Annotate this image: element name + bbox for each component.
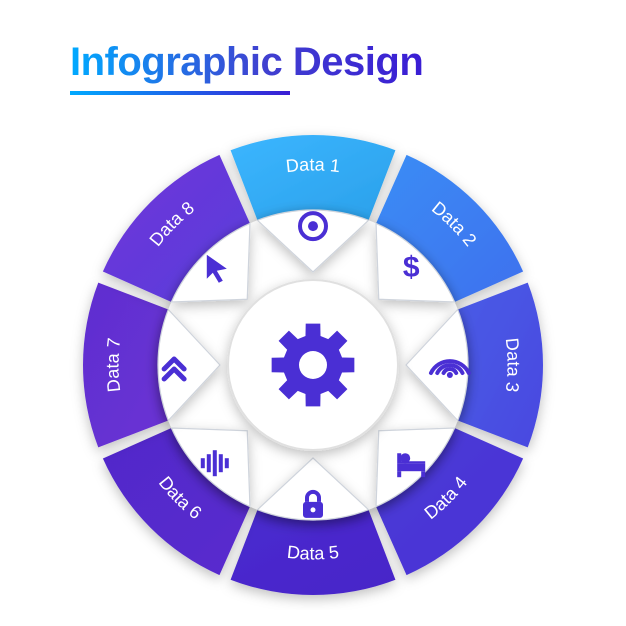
page-title: Infographic Design [70,40,423,85]
title-block: Infographic Design [70,40,423,95]
title-underline [70,91,290,95]
infographic-wheel: $Data 1Data 2Data 3Data 4Data 5Data 6Dat… [68,120,558,610]
dollar-icon: $ [403,251,420,284]
svg-text:$: $ [403,251,420,284]
segment-1 [231,135,396,220]
gear-icon [272,324,355,407]
segment-label-3: Data 3 [502,337,524,393]
segment-label-7: Data 7 [102,337,124,393]
segment-label-1: Data 1 [285,154,341,176]
segment-3 [458,283,543,448]
segment-7 [83,283,168,448]
segment-label-5: Data 5 [286,542,340,564]
